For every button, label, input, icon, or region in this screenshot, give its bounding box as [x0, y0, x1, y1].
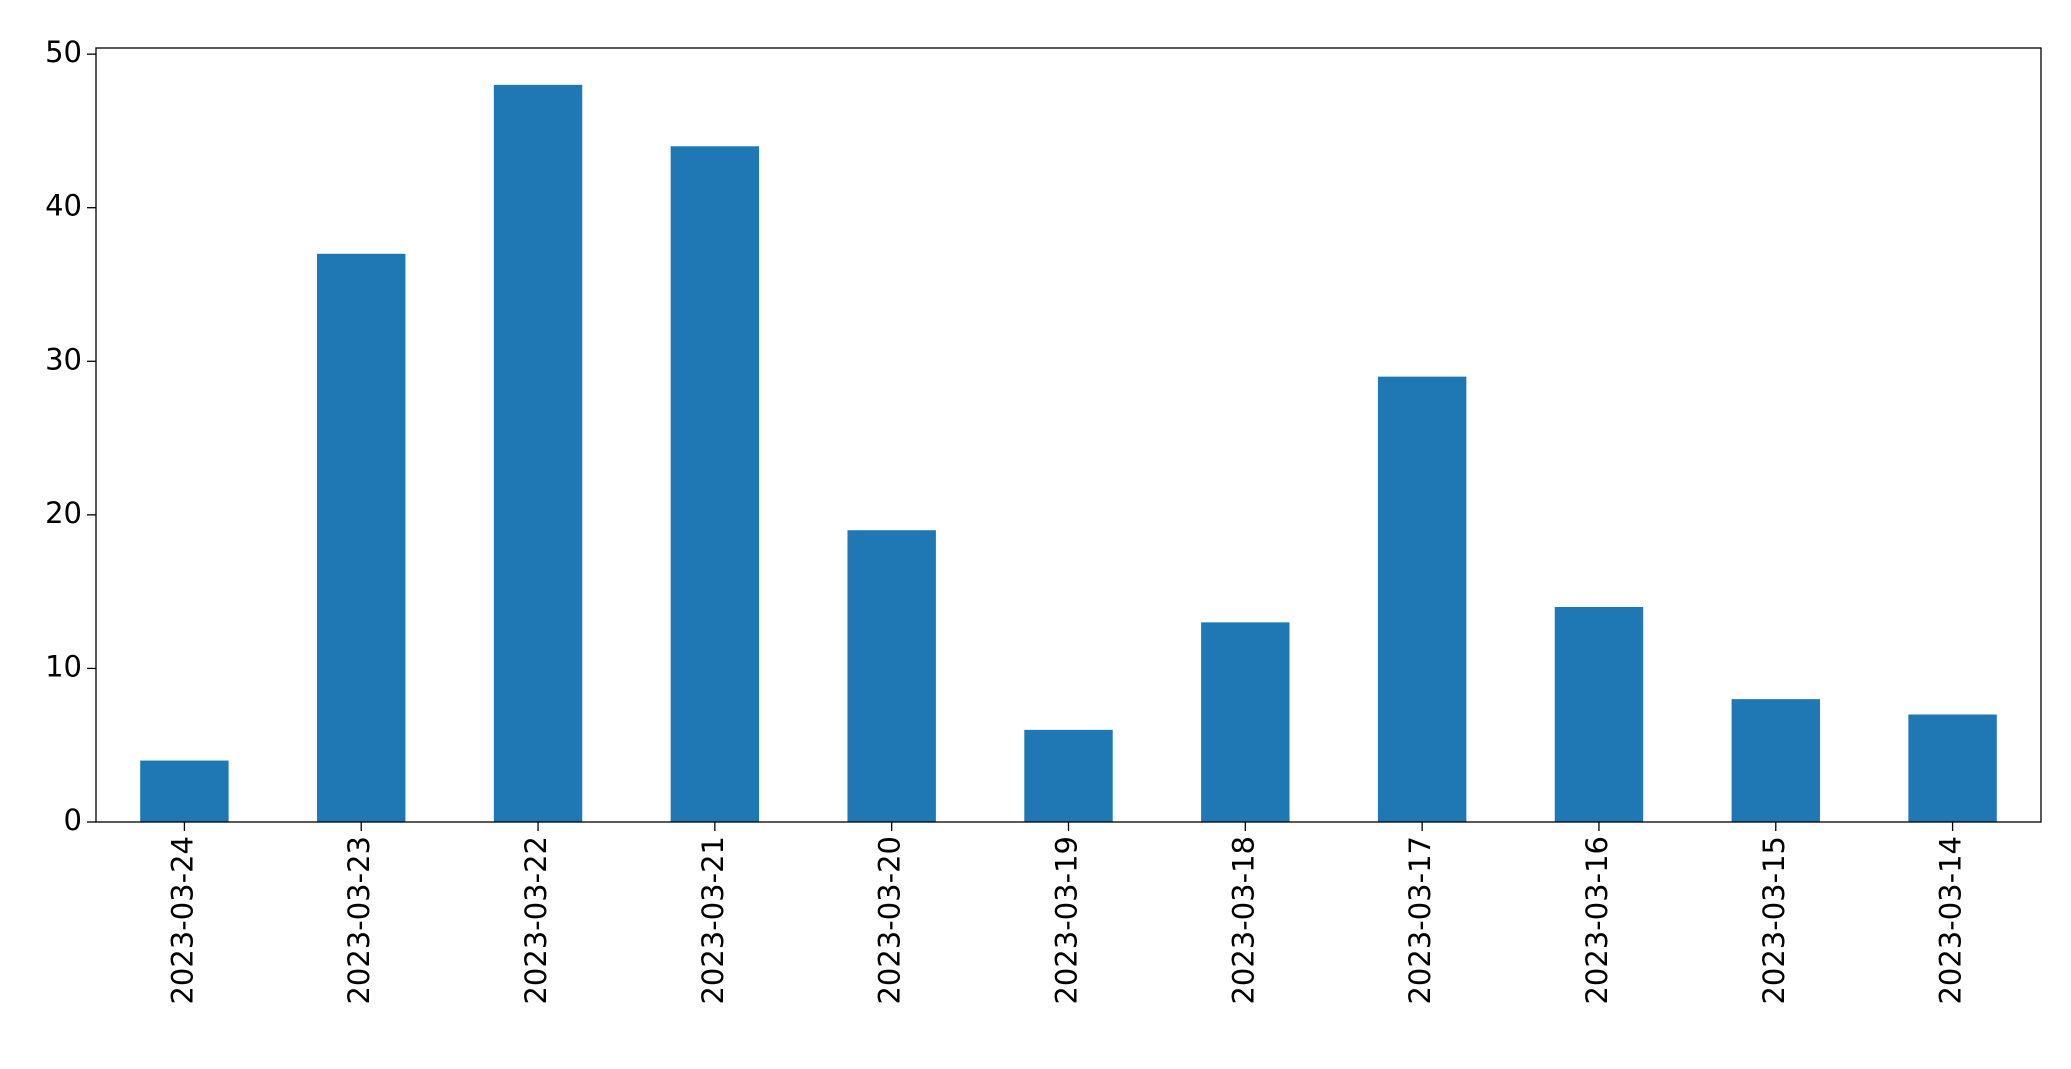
bar [1201, 622, 1290, 822]
bar [1554, 607, 1644, 822]
x-tick-label: 2023-03-15 [1757, 836, 1791, 1005]
bar [317, 253, 406, 823]
y-tick-label: 20 [45, 496, 82, 530]
plot-frame [95, 47, 2042, 823]
x-tick-label: 2023-03-21 [696, 836, 730, 1005]
bar [670, 146, 760, 823]
x-tick-label: 2023-03-19 [1050, 836, 1084, 1005]
bar [493, 84, 583, 823]
y-tick-label: 50 [45, 35, 82, 69]
x-tick-label: 2023-03-23 [342, 836, 376, 1005]
y-tick-label: 0 [64, 803, 82, 837]
bar [140, 760, 229, 822]
x-tick-label: 2023-03-16 [1580, 836, 1614, 1005]
bar [847, 530, 936, 822]
x-tick-label: 2023-03-24 [165, 836, 199, 1005]
x-tick-label: 2023-03-18 [1226, 836, 1260, 1005]
bar [1908, 714, 1997, 822]
bar [1377, 376, 1467, 822]
x-tick-label: 2023-03-17 [1403, 836, 1437, 1005]
x-tick-label: 2023-03-20 [873, 836, 907, 1005]
x-tick-label: 2023-03-14 [1934, 836, 1968, 1005]
bar [1731, 699, 1820, 822]
bar [1024, 729, 1113, 822]
y-tick-label: 40 [45, 189, 82, 223]
x-tick-label: 2023-03-22 [519, 836, 553, 1005]
y-tick-label: 10 [45, 649, 82, 683]
y-tick-label: 30 [45, 342, 82, 376]
